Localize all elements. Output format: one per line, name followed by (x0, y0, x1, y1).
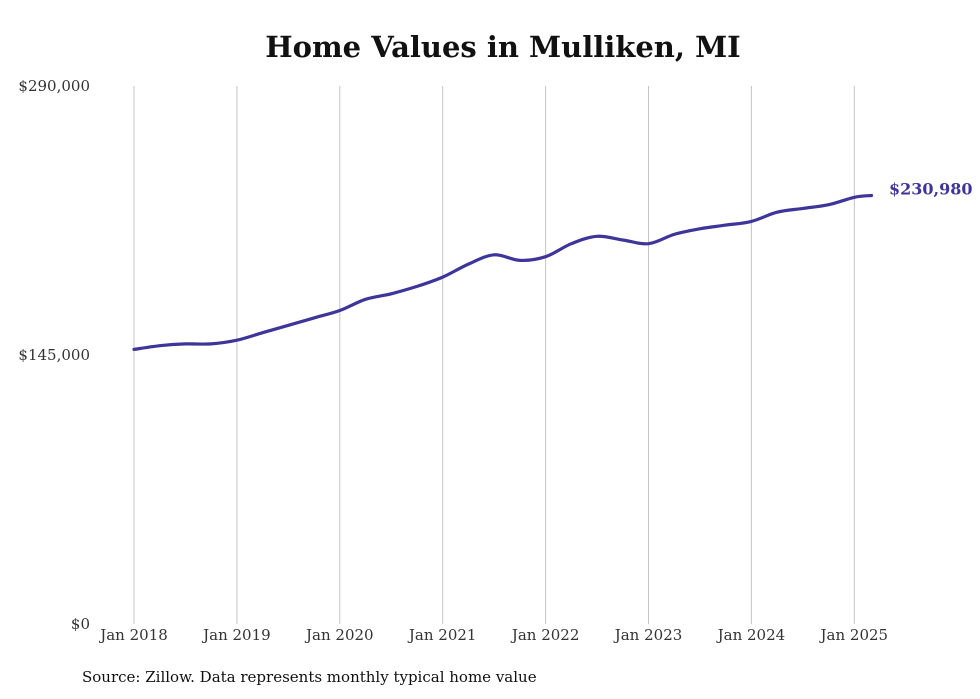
x-tick-label: Jan 2024 (716, 626, 786, 644)
gridlines (133, 86, 855, 624)
series-line (132, 193, 874, 351)
y-tick-label: $145,000 (18, 346, 90, 364)
x-tick-label: Jan 2018 (98, 626, 168, 644)
x-tick-label: Jan 2022 (510, 626, 580, 644)
chart-title: Home Values in Mulliken, MI (265, 30, 741, 64)
x-tick-label: Jan 2019 (201, 626, 271, 644)
y-axis-ticks: $0 $145,000 $290,000 (18, 77, 90, 633)
x-tick-label: Jan 2021 (407, 626, 477, 644)
x-tick-label: Jan 2020 (304, 626, 374, 644)
source-note: Source: Zillow. Data represents monthly … (82, 668, 537, 686)
series-layer (132, 193, 874, 351)
x-axis-ticks: Jan 2018 Jan 2019 Jan 2020 Jan 2021 Jan 2022… (98, 626, 888, 644)
x-tick-label: Jan 2023 (613, 626, 683, 644)
y-tick-label: $290,000 (18, 77, 90, 95)
end-value-label: $230,980 (889, 179, 973, 198)
x-tick-label: Jan 2025 (819, 626, 889, 644)
y-tick-label: $0 (71, 615, 90, 633)
